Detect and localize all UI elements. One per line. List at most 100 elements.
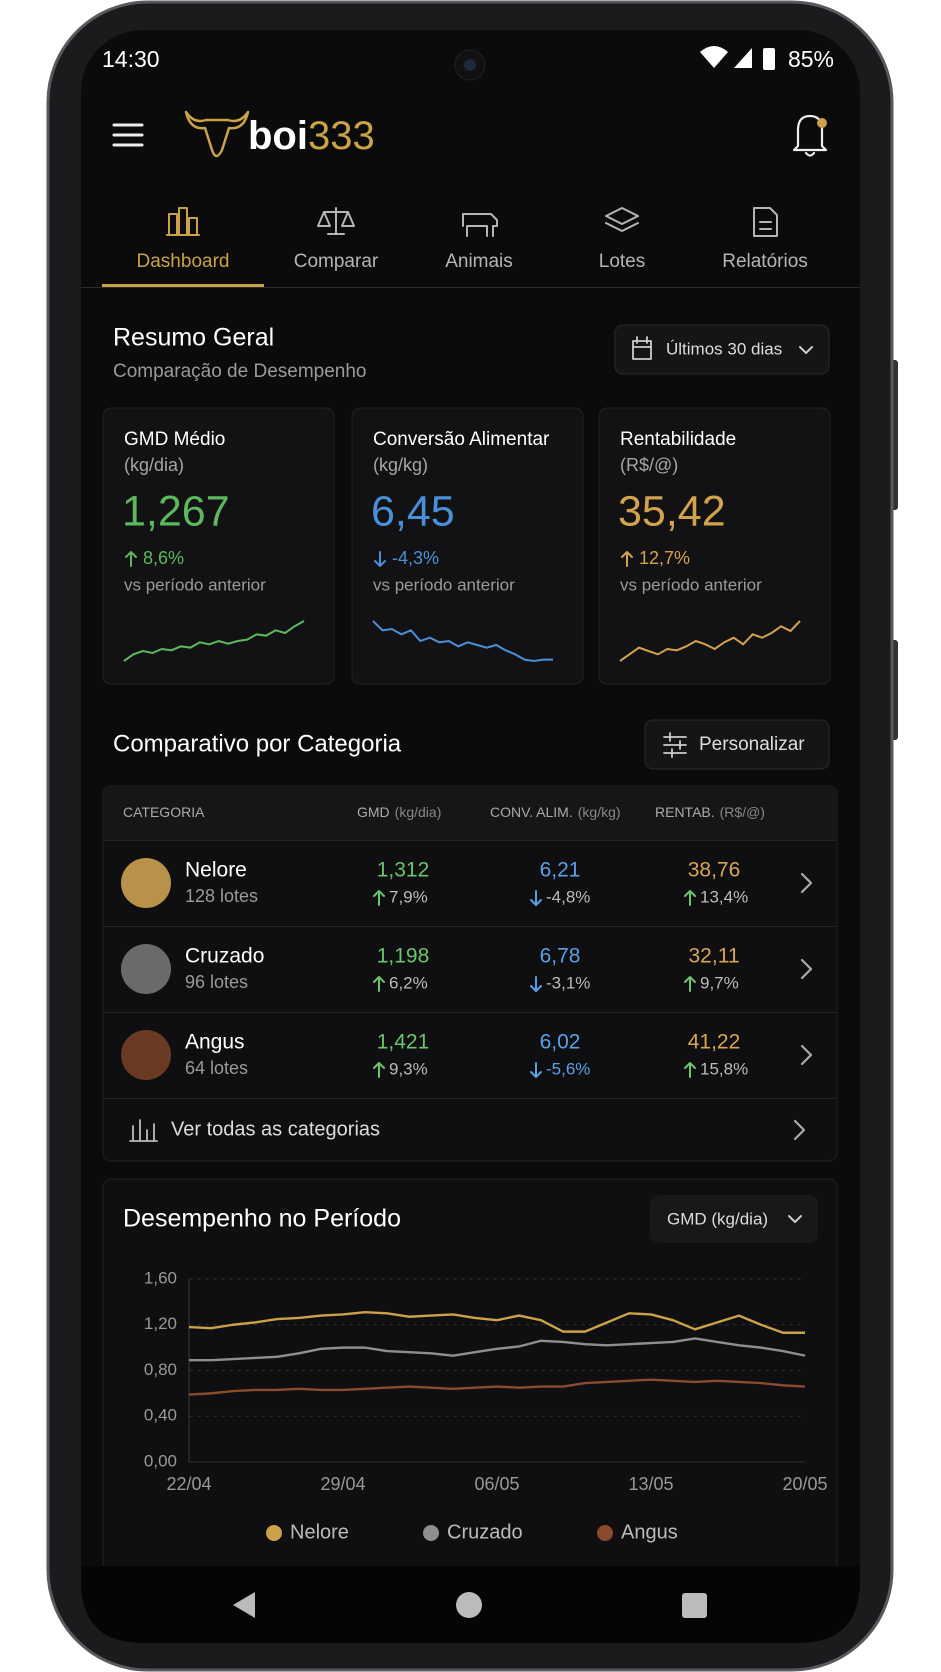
summary-card xyxy=(598,407,831,685)
tab-label: Comparar xyxy=(294,251,379,272)
category-avatar xyxy=(121,1030,171,1080)
y-tick-label: 0,40 xyxy=(144,1406,177,1425)
tab-icon xyxy=(753,207,778,237)
tab-icon xyxy=(462,213,498,237)
sparkline xyxy=(123,620,305,662)
legend-label: Angus xyxy=(621,1521,678,1543)
tab-label: Lotes xyxy=(599,251,645,272)
camera-lens xyxy=(464,59,476,71)
metric-value: 6,78 xyxy=(540,945,581,968)
period-filter-label: Últimos 30 dias xyxy=(666,339,782,358)
section-title: Resumo Geral xyxy=(113,324,274,352)
column-unit: (kg/kg) xyxy=(578,804,621,820)
card-change: 12,7% xyxy=(639,548,690,568)
x-tick-label: 22/04 xyxy=(166,1474,211,1494)
category-lots: 64 lotes xyxy=(185,1058,248,1078)
legend-swatch xyxy=(423,1525,439,1541)
category-name: Angus xyxy=(185,1031,245,1054)
x-tick-label: 13/05 xyxy=(628,1474,673,1494)
dropdown-chevron xyxy=(799,346,813,354)
metric-change: -5,6% xyxy=(546,1059,590,1078)
column-unit: (R$/@) xyxy=(720,804,765,820)
bell-icon xyxy=(792,114,828,157)
nav-home[interactable] xyxy=(456,1592,482,1618)
footer-link: Ver todas as categorias xyxy=(171,1118,380,1140)
metric-change: 15,8% xyxy=(700,1059,748,1078)
card-note: vs período anterior xyxy=(373,575,515,594)
metric-change: 9,3% xyxy=(389,1059,428,1078)
series-line xyxy=(188,1310,805,1334)
column-name: CATEGORIA xyxy=(123,804,205,820)
metric-value: 1,312 xyxy=(377,859,430,882)
arrow-up xyxy=(373,1062,385,1078)
column-header: GMD (kg/dia) xyxy=(357,804,441,820)
arrow-down xyxy=(374,551,386,567)
legend-swatch xyxy=(597,1525,613,1541)
card-value: 6,45 xyxy=(371,487,455,535)
arrow-up xyxy=(621,551,633,567)
tab-divider xyxy=(81,287,860,288)
wifi-icon xyxy=(700,46,728,68)
chart-title: Desempenho no Período xyxy=(123,1205,401,1233)
customize-button-label: Personalizar xyxy=(699,734,805,755)
arrow-up xyxy=(684,1062,696,1078)
nav-back xyxy=(233,1592,255,1618)
series-line xyxy=(189,1337,806,1362)
column-header: CATEGORIA xyxy=(123,804,205,820)
chevron xyxy=(793,1119,806,1141)
card-value: 1,267 xyxy=(122,487,230,535)
chevron xyxy=(800,1044,813,1066)
summary-card xyxy=(351,407,584,685)
y-tick-label: 1,20 xyxy=(144,1314,177,1333)
y-tick-label: 1,60 xyxy=(144,1268,177,1287)
metric-value: 32,11 xyxy=(689,945,740,968)
category-lots: 96 lotes xyxy=(185,972,248,992)
arrow-up xyxy=(684,976,696,992)
arrow-up xyxy=(125,551,137,567)
tab-label: Animais xyxy=(445,251,513,272)
card-title: Conversão Alimentar xyxy=(373,429,550,450)
legend-swatch xyxy=(266,1525,282,1541)
sparkline xyxy=(619,620,801,662)
customize-button[interactable] xyxy=(644,719,830,770)
metric-change: -3,1% xyxy=(546,973,590,992)
category-table xyxy=(102,785,838,1162)
tab-icon xyxy=(166,207,200,236)
row-divider xyxy=(104,1012,836,1013)
row-divider xyxy=(104,926,836,927)
x-tick-label: 06/05 xyxy=(474,1474,519,1494)
column-name: GMD xyxy=(357,804,390,820)
tab-icon xyxy=(317,207,355,235)
card-unit: (R$/@) xyxy=(620,455,678,475)
logo-icon xyxy=(184,110,250,158)
column-name: CONV. ALIM. xyxy=(490,804,573,820)
category-avatar xyxy=(121,944,171,994)
metric-filter-label: GMD (kg/dia) xyxy=(667,1209,768,1228)
metric-value: 1,198 xyxy=(377,945,430,968)
nav-recents[interactable] xyxy=(682,1593,707,1618)
chart-icon xyxy=(129,1119,158,1142)
summary-card xyxy=(102,407,335,685)
arrow-down xyxy=(530,976,542,992)
chevron xyxy=(800,872,813,894)
column-header: CONV. ALIM. (kg/kg) xyxy=(490,804,621,820)
y-tick-label: 0,00 xyxy=(144,1451,177,1470)
menu-icon xyxy=(112,123,144,147)
notification-dot xyxy=(817,118,827,128)
card-unit: (kg/kg) xyxy=(373,455,428,475)
logo: boi333 xyxy=(248,114,375,158)
arrow-down xyxy=(530,1062,542,1078)
logo-suffix: 333 xyxy=(308,114,375,158)
card-note: vs período anterior xyxy=(124,575,266,594)
card-title: Rentabilidade xyxy=(620,429,736,450)
table-header-bg xyxy=(104,787,836,840)
metric-filter[interactable] xyxy=(650,1195,818,1243)
card-note: vs período anterior xyxy=(620,575,762,594)
section-subtitle: Comparação de Desempenho xyxy=(113,361,367,382)
tab-icon xyxy=(605,207,639,232)
tab-indicator xyxy=(102,284,264,287)
y-tick-label: 0,80 xyxy=(144,1360,177,1379)
period-filter[interactable] xyxy=(614,324,830,375)
